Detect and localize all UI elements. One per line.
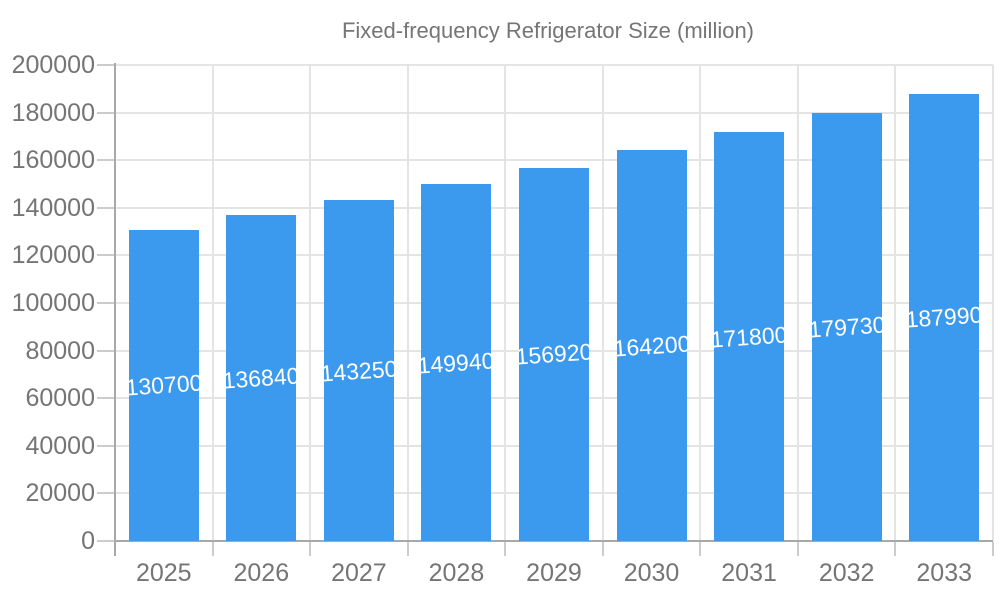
x-axis-tick xyxy=(406,542,409,556)
y-tick-label: 80000 xyxy=(25,336,95,365)
x-axis-tick xyxy=(309,542,312,556)
y-axis-tick xyxy=(97,159,115,162)
gridline-v xyxy=(796,65,799,541)
gridline-v xyxy=(309,65,312,541)
gridline-v xyxy=(211,65,214,541)
legend-label: Fixed-frequency Refrigerator Size (milli… xyxy=(341,18,755,43)
y-tick-label: 0 xyxy=(81,527,95,555)
y-tick-label: 120000 xyxy=(11,241,95,270)
bar-value-label: 143250 xyxy=(323,354,394,387)
y-axis-tick xyxy=(97,254,115,257)
x-tick-label: 2028 xyxy=(428,559,485,587)
gridline-v xyxy=(406,65,409,541)
bar[interactable]: 136840 xyxy=(226,215,297,541)
gridline-v xyxy=(992,65,994,541)
bar[interactable]: 156920 xyxy=(519,167,589,541)
bar[interactable]: 149940 xyxy=(421,184,492,541)
legend[interactable]: Fixed-frequency Refrigerator Size (milli… xyxy=(0,14,1000,48)
y-tick-label: 20000 xyxy=(25,479,95,508)
y-axis-tick xyxy=(97,444,115,447)
x-tick-label: 2027 xyxy=(331,559,387,587)
y-tick-label: 40000 xyxy=(25,431,95,460)
bar[interactable]: 143250 xyxy=(323,200,394,541)
x-axis-tick xyxy=(894,542,897,556)
gridline-v xyxy=(699,65,702,541)
bar-value-label: 156920 xyxy=(519,338,589,370)
y-tick-label: 160000 xyxy=(11,146,95,175)
bar-value-label: 149940 xyxy=(421,346,492,379)
x-tick-label: 2031 xyxy=(721,559,777,587)
y-axis-tick xyxy=(97,111,115,114)
x-axis-tick xyxy=(699,542,702,556)
gridline-h xyxy=(115,159,993,162)
bar-value-label: 171800 xyxy=(714,320,785,353)
x-axis-tick xyxy=(992,542,994,556)
bar-value-label: 130700 xyxy=(128,369,199,402)
bar[interactable]: 179730 xyxy=(811,113,882,541)
gridline-v xyxy=(504,65,507,541)
x-tick-label: 2025 xyxy=(135,559,192,587)
y-tick-label: 200000 xyxy=(11,51,95,79)
y-axis-tick xyxy=(97,540,115,542)
x-tick-label: 2032 xyxy=(818,559,875,587)
y-tick-label: 100000 xyxy=(11,289,95,317)
gridline-v xyxy=(601,65,604,541)
x-tick-label: 2030 xyxy=(623,559,680,587)
x-axis-tick xyxy=(796,542,799,556)
x-tick-label: 2029 xyxy=(526,559,582,587)
bar-value-label: 136840 xyxy=(226,362,297,394)
bar-value-label: 164200 xyxy=(616,329,687,362)
gridline-h xyxy=(115,64,993,66)
y-axis-tick xyxy=(97,492,115,495)
x-tick-label: 2026 xyxy=(233,559,290,587)
y-axis-tick xyxy=(97,64,115,66)
bar-value-label: 187990 xyxy=(909,301,980,333)
x-tick-label: 2033 xyxy=(916,559,973,587)
bar[interactable]: 171800 xyxy=(714,132,785,541)
bar[interactable]: 164200 xyxy=(616,150,687,541)
y-axis-tick xyxy=(97,397,115,400)
y-axis-tick xyxy=(97,349,115,352)
y-tick-label: 140000 xyxy=(11,193,95,222)
y-tick-label: 60000 xyxy=(25,384,95,413)
gridline-h xyxy=(115,111,993,114)
x-axis-tick xyxy=(504,542,507,556)
bar[interactable]: 130700 xyxy=(128,229,199,541)
bar-value-label: 179730 xyxy=(811,311,882,343)
bar[interactable]: 187990 xyxy=(909,93,980,541)
y-axis-line xyxy=(114,63,116,556)
y-axis-tick xyxy=(97,302,115,304)
x-axis-line xyxy=(114,540,993,542)
y-axis-tick xyxy=(97,206,115,209)
x-axis-tick xyxy=(601,542,604,556)
gridline-v xyxy=(894,65,897,541)
y-tick-label: 180000 xyxy=(11,98,95,127)
x-axis-tick xyxy=(211,542,214,556)
